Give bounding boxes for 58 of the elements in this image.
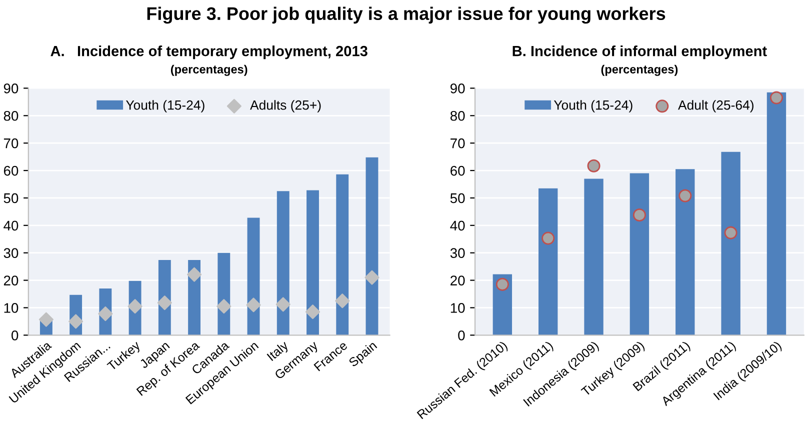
- point: [186, 267, 202, 282]
- y-tick-label: 0: [458, 330, 465, 340]
- bar: [721, 152, 740, 336]
- y-tick-label: 80: [4, 110, 18, 121]
- y-tick-label: 20: [450, 276, 465, 286]
- y-tick-label: 40: [450, 220, 465, 231]
- y-tick-label: 30: [450, 248, 465, 258]
- y-tick-label: 30: [4, 248, 18, 258]
- point: [632, 208, 646, 222]
- bar: [538, 188, 558, 336]
- y-tick-label: 40: [4, 220, 18, 231]
- bar: [766, 92, 786, 336]
- y-tick-label: 0: [12, 330, 18, 340]
- y-tick-label: 80: [450, 110, 465, 121]
- bar: [336, 174, 349, 336]
- y-tick-label: 20: [4, 276, 18, 286]
- point: [335, 294, 350, 308]
- point: [305, 304, 320, 320]
- point: [770, 91, 783, 104]
- bar: [630, 173, 650, 336]
- point: [157, 295, 172, 310]
- y-tick-label: 90: [450, 84, 465, 94]
- legend-label: Adult (25-64): [678, 100, 754, 112]
- point: [98, 306, 113, 322]
- caption: Figure 3. Poor job quality is a major issue for young workers: [147, 6, 666, 24]
- point: [216, 299, 232, 314]
- bar: [306, 190, 319, 336]
- y-tick-label: 10: [4, 303, 18, 313]
- legend-label: Youth (15-24): [126, 100, 204, 112]
- y-tick-label: 70: [4, 138, 18, 148]
- point: [38, 312, 54, 327]
- y-tick-label: 50: [450, 193, 465, 204]
- y-tick-label: 60: [4, 166, 18, 176]
- y-tick-label: 90: [4, 84, 18, 94]
- point: [587, 159, 600, 172]
- point: [276, 297, 290, 312]
- legend-label: Youth (15-24): [554, 100, 632, 112]
- y-tick-label: 60: [450, 166, 465, 176]
- chart-subtitle: (percentages): [601, 64, 678, 76]
- y-tick-label: 70: [450, 138, 465, 148]
- bar: [366, 157, 378, 336]
- chart-title: B. Incidence of informal employment: [512, 46, 767, 60]
- point: [128, 299, 142, 314]
- chart-title: A. Incidence of temporary employment, 2013: [50, 46, 368, 60]
- y-tick-label: 50: [4, 193, 18, 204]
- point: [724, 226, 738, 240]
- chart-subtitle: (percentages): [170, 64, 248, 76]
- bar: [584, 178, 604, 336]
- bar: [276, 191, 290, 336]
- point: [246, 298, 261, 312]
- point: [678, 189, 692, 202]
- y-tick-label: 10: [450, 303, 465, 313]
- point: [542, 232, 555, 245]
- point: [68, 314, 84, 329]
- legend-label: Adults (25+): [250, 100, 321, 112]
- bar: [676, 169, 695, 336]
- point: [364, 270, 380, 285]
- point: [496, 278, 509, 291]
